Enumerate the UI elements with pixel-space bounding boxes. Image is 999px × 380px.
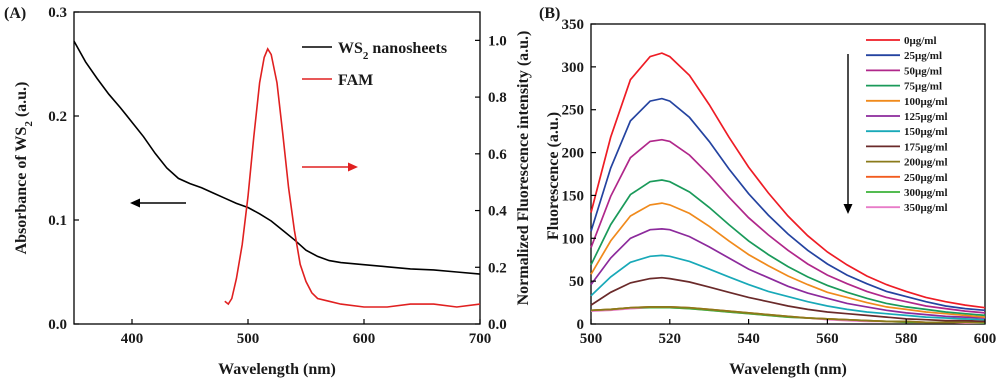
panel-b-down-arrow (843, 54, 853, 214)
panel-b-series (590, 52, 986, 324)
series-line-200ug (590, 306, 985, 324)
panel-a: (A) 400 500 600 7000.00.10.20.30.00.20.40.6… (4, 5, 532, 378)
legend-label: 175μg/ml (904, 141, 948, 153)
legend-label: 200μg/ml (904, 157, 948, 169)
legend-label-ws2: WS2 nanosheets (338, 40, 447, 62)
panel-a-x-tick-label: 400 (121, 331, 144, 347)
panel-b-ticks: 500 520 540 560 580 600 0 50 100 150 200 250 300 350 (562, 17, 997, 347)
panel-b-legend: 0μg/ml 25μg/ml 50μg/ml 75μg/ml 100μg/ml 125μg… (866, 35, 948, 214)
panel-a-right-arrow (302, 162, 358, 172)
panel-a-series-fam (224, 47, 481, 308)
panel-a-legend: WS2 nanosheets FAM (302, 40, 447, 89)
panel-a-right-tick-label: 1.0 (488, 33, 507, 49)
panel-a-left-arrow (130, 198, 186, 208)
series-line-75ug (590, 179, 986, 317)
series-line-150ug (590, 254, 986, 321)
panel-b-x-tick-label: 580 (895, 331, 918, 347)
series-line-25ug (590, 97, 986, 312)
panel-b-x-tick-label: 540 (737, 331, 760, 347)
legend-label: 150μg/ml (904, 126, 948, 138)
panel-a-label: (A) (4, 5, 26, 22)
legend-label: 0μg/ml (904, 35, 937, 47)
panel-a-ticks: 400 500 600 7000.00.10.20.30.00.20.40.60.81… (48, 5, 507, 347)
panel-a-x-tick-label: 700 (469, 331, 492, 347)
panel-a-right-tick-label: 0.2 (488, 260, 507, 276)
panel-b: (B) 500 520 540 560 580 600 0 50 100 150 200 250 300… (539, 5, 996, 378)
panel-a-left-axis-title: Absorbance of WS2 (a.u.) (13, 82, 35, 255)
panel-b-plot-frame (590, 23, 986, 325)
legend-label: 350μg/ml (904, 202, 948, 214)
legend-label: 250μg/ml (904, 172, 948, 184)
legend-label: 50μg/ml (904, 65, 942, 77)
panel-a-plot-frame (73, 11, 481, 325)
panel-a-right-axis-title: Normalized Fluorescence intensity (a.u.) (515, 31, 532, 306)
panel-b-x-tick-label: 500 (580, 331, 603, 347)
panel-b-label: (B) (539, 5, 560, 22)
panel-a-left-tick-label: 0.3 (48, 5, 67, 21)
panel-b-y-tick-label: 250 (562, 103, 585, 119)
ws2-absorbance-line (73, 40, 481, 275)
series-line-100ug (590, 202, 986, 318)
panel-b-y-tick-label: 0 (577, 317, 585, 333)
panel-a-left-tick-label: 0.0 (48, 317, 67, 333)
panel-b-x-tick-label: 520 (659, 331, 682, 347)
legend-label: 75μg/ml (904, 81, 942, 93)
series-line-175ug (590, 276, 986, 323)
panel-a-x-axis-title: Wavelength (nm) (218, 361, 336, 378)
panel-a-right-tick-label: 0.4 (488, 204, 507, 220)
legend-label: 100μg/ml (904, 96, 948, 108)
panel-a-x-tick-label: 600 (353, 331, 376, 347)
panel-b-x-tick-label: 600 (974, 331, 997, 347)
legend-label: 125μg/ml (904, 111, 948, 123)
panel-b-y-tick-label: 200 (562, 146, 585, 162)
panel-a-right-tick-label: 0.8 (488, 90, 507, 106)
panel-a-x-tick-label: 500 (237, 331, 260, 347)
legend-label: 25μg/ml (904, 50, 942, 62)
panel-b-y-tick-label: 100 (562, 231, 585, 247)
panel-b-y-axis-title: Fluorescence (a.u.) (545, 112, 562, 240)
fam-fluorescence-line (224, 47, 481, 308)
panel-b-x-axis-title: Wavelength (nm) (729, 361, 847, 378)
legend-label: 300μg/ml (904, 187, 948, 199)
legend-label-fam: FAM (338, 72, 373, 89)
panel-a-left-tick-label: 0.1 (48, 213, 67, 229)
series-line-50ug (590, 138, 986, 314)
panel-b-y-tick-label: 300 (562, 60, 585, 76)
panel-a-series-ws2 (73, 40, 481, 275)
panel-a-left-tick-label: 0.2 (48, 109, 67, 125)
panel-a-right-tick-label: 0.6 (488, 147, 507, 163)
series-line-125ug (590, 228, 986, 319)
series-line-0ug (590, 52, 986, 309)
panel-b-y-tick-label: 350 (562, 17, 585, 33)
panel-b-y-tick-label: 150 (562, 188, 585, 204)
panel-b-x-tick-label: 560 (816, 331, 839, 347)
panel-b-y-tick-label: 50 (569, 274, 584, 290)
panel-a-right-tick-label: 0.0 (488, 317, 507, 333)
